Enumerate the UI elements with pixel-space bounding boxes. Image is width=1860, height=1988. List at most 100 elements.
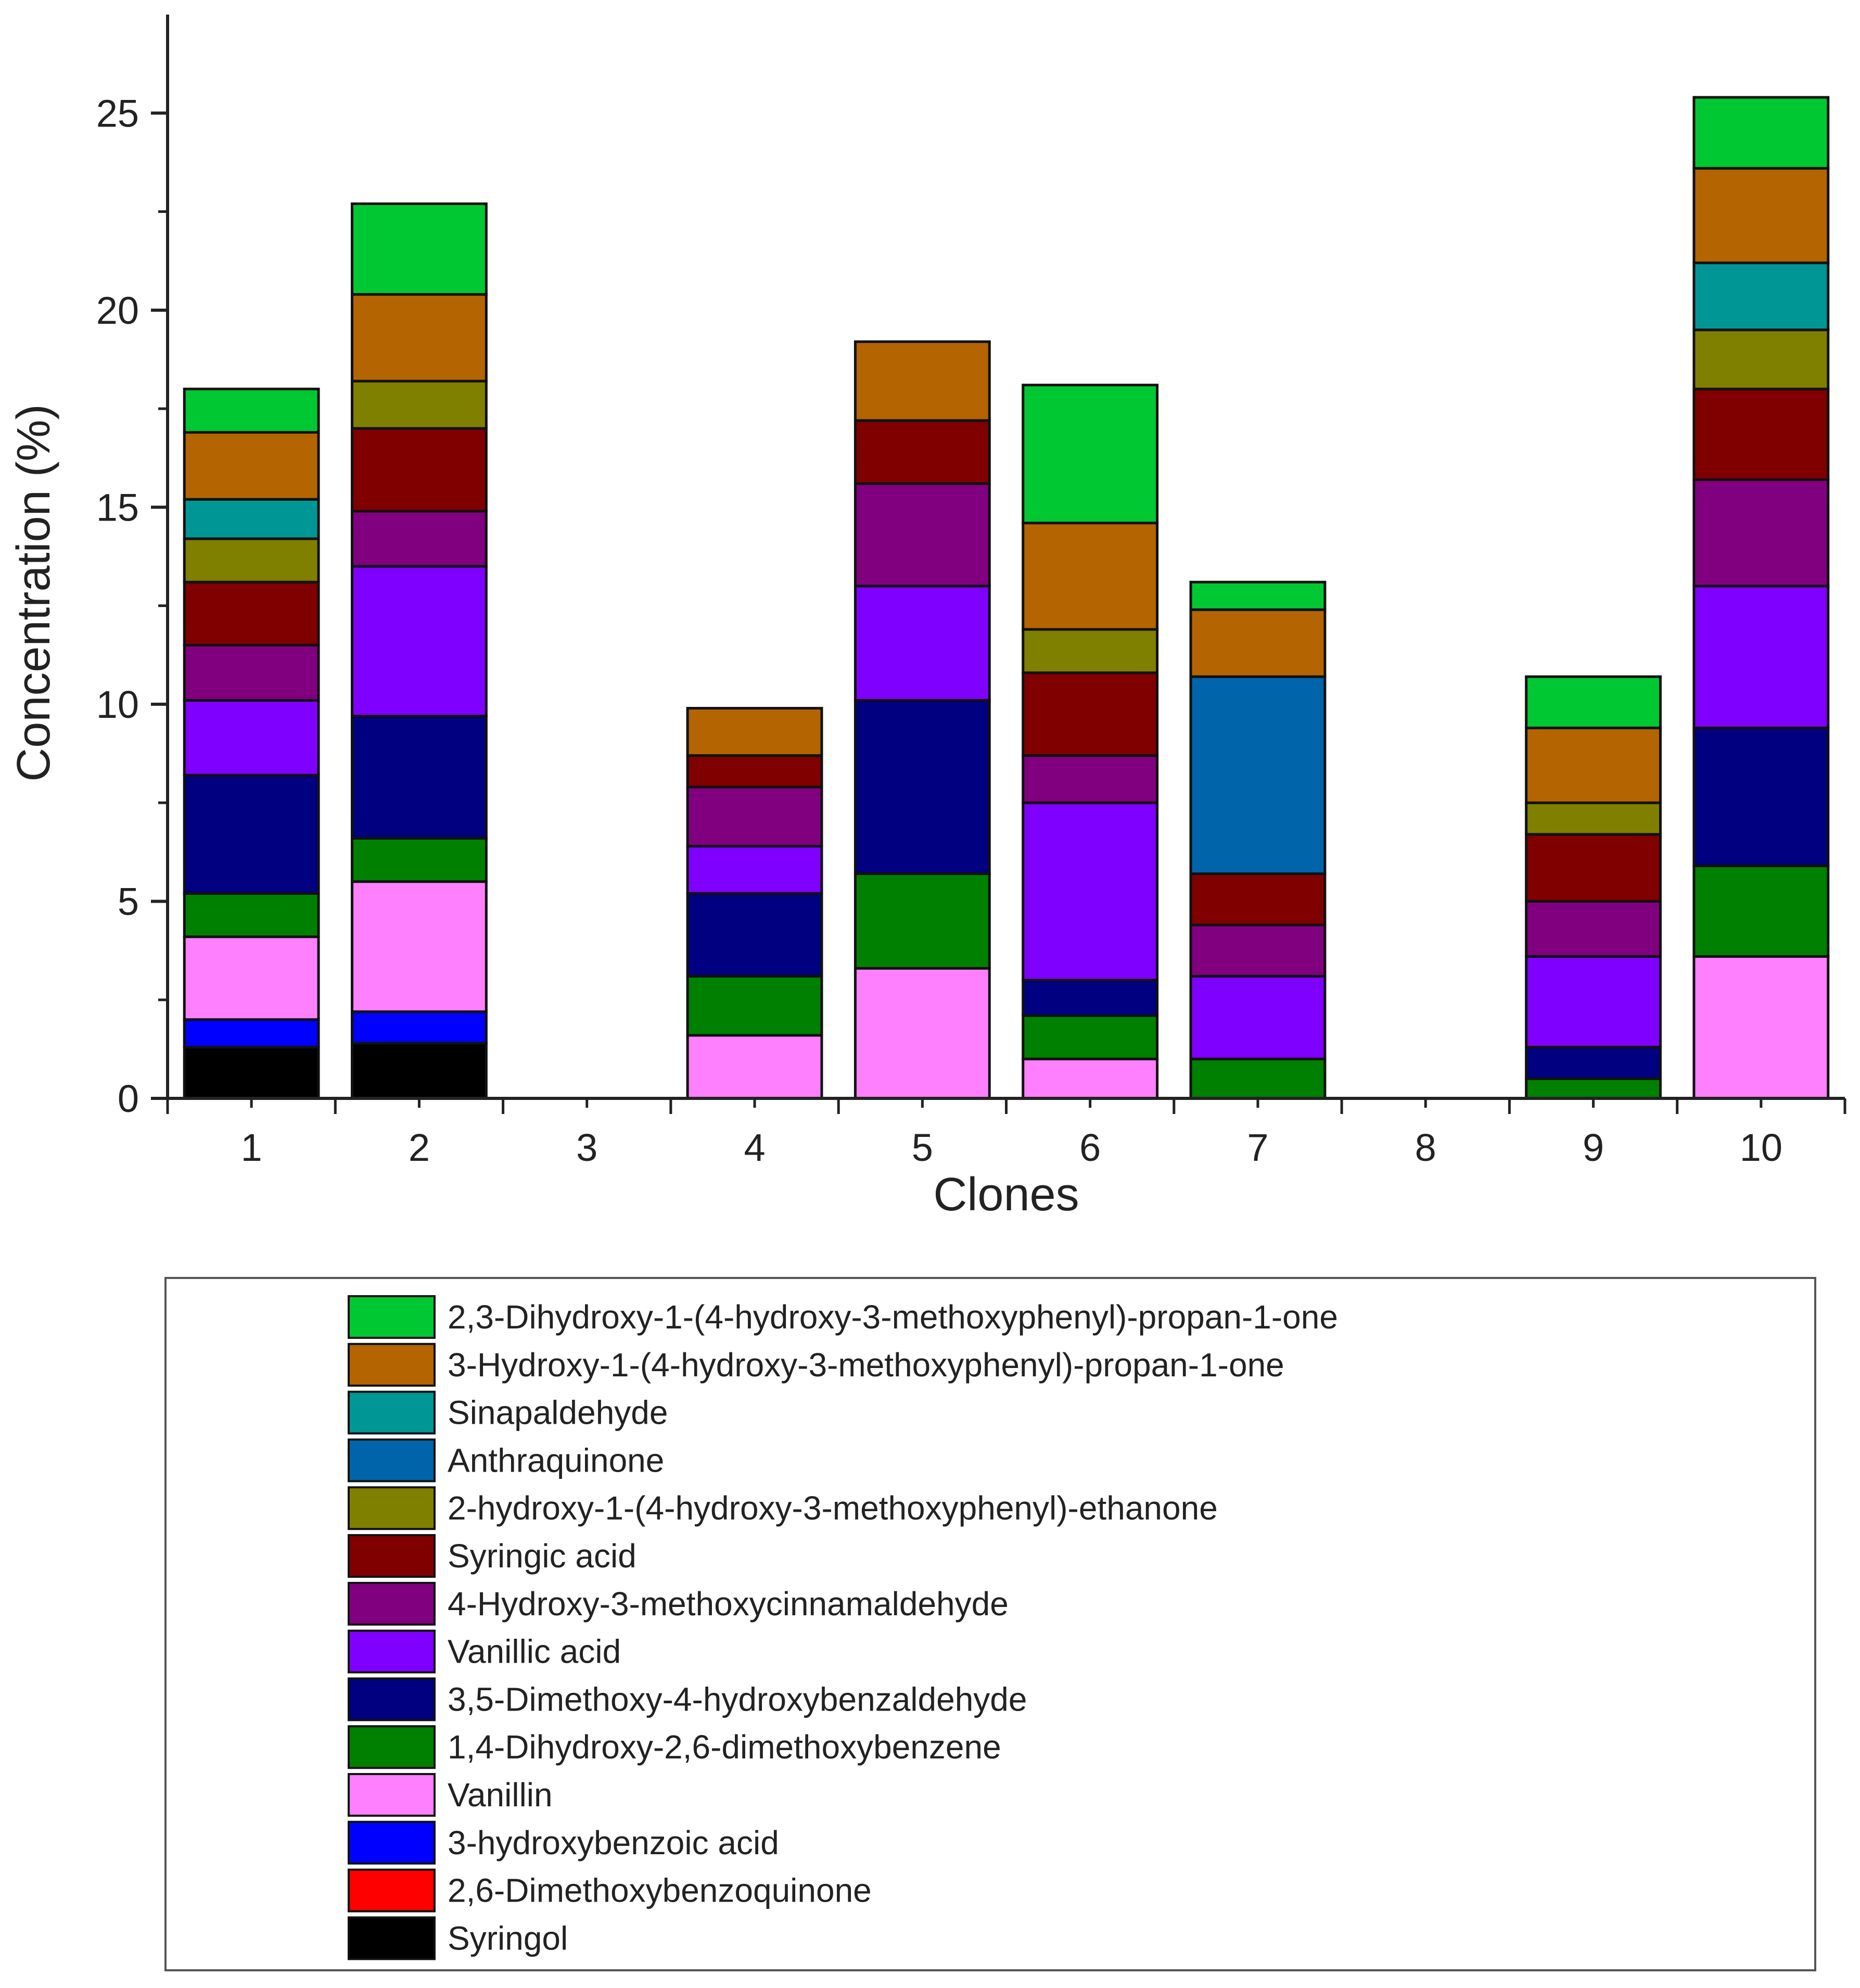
bar-segment <box>1189 1057 1327 1100</box>
legend-swatch <box>348 1773 436 1817</box>
bar-segment <box>1692 478 1830 588</box>
bar-segment <box>1525 801 1662 836</box>
bar-segment <box>183 892 320 939</box>
bar-segment <box>1692 261 1830 332</box>
legend-item: 3-Hydroxy-1-(4-hydroxy-3-methoxyphenyl)-… <box>348 1343 1284 1387</box>
bar-segment <box>853 419 991 485</box>
legend-swatch <box>348 1438 436 1483</box>
bar-segment <box>351 202 488 296</box>
bar-segment <box>853 872 991 970</box>
bar-segment <box>1692 96 1830 170</box>
legend-swatch <box>348 1629 436 1674</box>
bar-segment <box>1525 675 1662 729</box>
bar-segment <box>1022 628 1159 674</box>
bar-segment <box>1525 833 1662 903</box>
bar-segment <box>1189 675 1327 875</box>
bar-segment <box>853 967 991 1100</box>
bar-segment <box>686 706 823 757</box>
legend-label: Anthraquinone <box>448 1441 664 1479</box>
axes-layer: 0 5 10 15 20 25 1 2 3 4 5 6 7 8 9 10 <box>96 15 1846 1169</box>
bar-segment <box>853 340 991 422</box>
bar-segment <box>183 643 320 702</box>
x-tick-label: 7 <box>1247 1126 1268 1169</box>
x-tick-label: 1 <box>241 1126 262 1169</box>
legend-item: Vanillic acid <box>348 1629 621 1674</box>
bar-segment <box>1692 864 1830 958</box>
bar-segment <box>1022 522 1159 631</box>
bar-segment <box>1189 608 1327 678</box>
x-tick-label: 2 <box>409 1126 430 1169</box>
legend-item: 2-hydroxy-1-(4-hydroxy-3-methoxyphenyl)-… <box>348 1486 1218 1530</box>
bar-segment <box>183 387 320 434</box>
bar-segment <box>351 510 488 568</box>
legend-swatch <box>348 1581 436 1626</box>
legend-label: 3,5-Dimethoxy-4-hydroxybenzaldehyde <box>448 1680 1027 1718</box>
legend-label: 2-hydroxy-1-(4-hydroxy-3-methoxyphenyl)-… <box>448 1489 1218 1527</box>
y-axis-ticks: 0 5 10 15 20 25 <box>96 92 168 1120</box>
legend-swatch <box>348 1295 436 1339</box>
bar-segment <box>1692 328 1830 390</box>
bar-segment <box>351 880 488 1013</box>
bar-segment <box>1692 955 1830 1100</box>
legend-swatch <box>348 1677 436 1721</box>
legend: 2,3-Dihydroxy-1-(4-hydroxy-3-methoxyphen… <box>164 1277 1816 1971</box>
bar-segment <box>686 786 823 847</box>
legend-label: Syringol <box>448 1919 568 1957</box>
legend-item: Anthraquinone <box>348 1438 664 1483</box>
bar-segment <box>1022 384 1159 525</box>
bar-segment <box>351 379 488 430</box>
bar-segment <box>183 1046 320 1100</box>
legend-item: Syringol <box>348 1916 568 1960</box>
bar-segment <box>183 935 320 1021</box>
bars-layer <box>183 96 1830 1100</box>
bar-segment <box>686 1034 823 1100</box>
bar-segment <box>183 580 320 647</box>
legend-label: 3-hydroxybenzoic acid <box>448 1824 779 1862</box>
legend-swatch <box>348 1343 436 1387</box>
x-axis-title: Clones <box>933 1169 1079 1221</box>
bar-segment <box>1692 387 1830 481</box>
bar-segment <box>351 715 488 840</box>
legend-items: 2,3-Dihydroxy-1-(4-hydroxy-3-methoxyphen… <box>348 1295 1338 1960</box>
legend-label: 3-Hydroxy-1-(4-hydroxy-3-methoxyphenyl)-… <box>448 1346 1284 1384</box>
y-tick-label: 0 <box>118 1077 139 1120</box>
x-tick-label: 10 <box>1740 1126 1782 1169</box>
bar-segment <box>1189 974 1327 1060</box>
legend-frame <box>164 1277 1816 1971</box>
bar-segment <box>183 774 320 895</box>
bar-segment <box>1022 979 1159 1017</box>
legend-swatch <box>348 1916 436 1960</box>
bar-segment <box>351 565 488 718</box>
legend-item: 2,6-Dimethoxybenzoquinone <box>348 1868 872 1913</box>
bar-segment <box>183 431 320 501</box>
legend-item: Syringic acid <box>348 1534 636 1578</box>
bar-segment <box>183 1018 320 1049</box>
bar-segment <box>1022 1057 1159 1100</box>
legend-label: 1,4-Dihydroxy-2,6-dimethoxybenzene <box>448 1728 1001 1766</box>
bar-segment <box>183 498 320 540</box>
y-tick-label: 25 <box>96 92 139 135</box>
bar-segment <box>853 699 991 875</box>
bar-segment <box>1525 955 1662 1049</box>
x-tick-label: 6 <box>1079 1126 1101 1169</box>
legend-swatch <box>348 1820 436 1865</box>
x-axis-ticks: 1 2 3 4 5 6 7 8 9 10 <box>166 1098 1846 1169</box>
legend-item: 1,4-Dihydroxy-2,6-dimethoxybenzene <box>348 1725 1001 1769</box>
bar-segment <box>853 585 991 702</box>
bar-segment <box>183 699 320 777</box>
legend-item: 4-Hydroxy-3-methoxycinnamaldehyde <box>348 1581 1009 1626</box>
bar-segment <box>351 1042 488 1100</box>
y-tick-label: 10 <box>96 683 139 726</box>
legend-item: 2,3-Dihydroxy-1-(4-hydroxy-3-methoxyphen… <box>348 1295 1338 1339</box>
bar-segment <box>686 974 823 1037</box>
bar-segment <box>183 537 320 584</box>
bar-segment <box>351 837 488 883</box>
bar-segment <box>1022 801 1159 982</box>
bar-segment <box>1022 1014 1159 1060</box>
legend-swatch <box>348 1390 436 1435</box>
x-tick-label: 8 <box>1415 1126 1436 1169</box>
y-axis-title: Concentration (%) <box>8 404 60 781</box>
legend-item: 3-hydroxybenzoic acid <box>348 1820 779 1865</box>
bar-segment <box>1692 726 1830 867</box>
legend-swatch <box>348 1868 436 1913</box>
